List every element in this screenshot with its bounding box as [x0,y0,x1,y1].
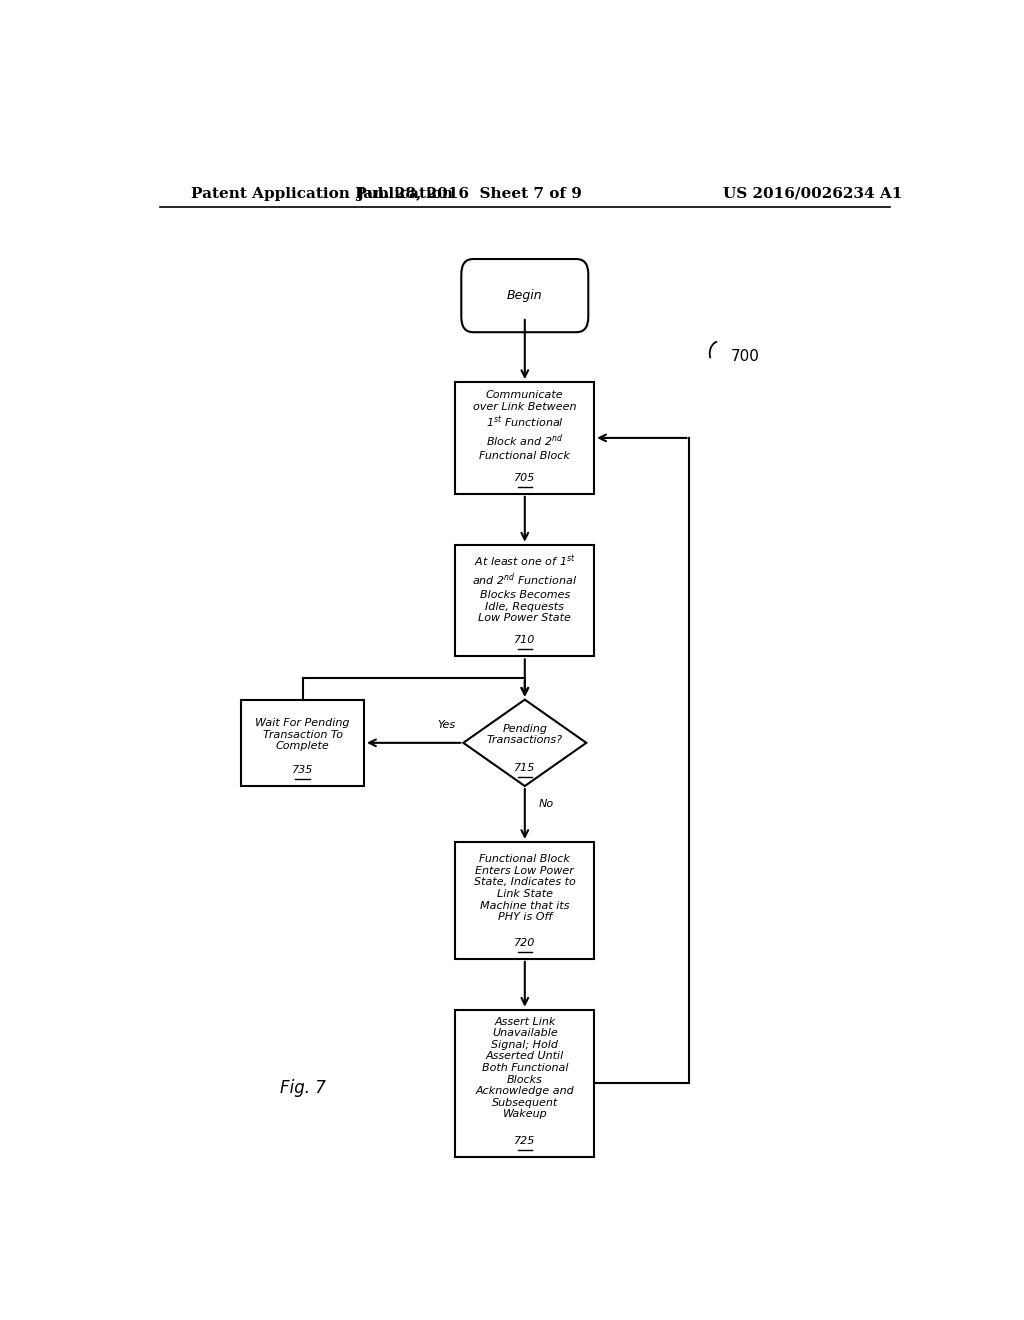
Text: Pending
Transactions?: Pending Transactions? [486,723,563,746]
Text: Assert Link
Unavailable
Signal; Hold
Asserted Until
Both Functional
Blocks
Ackno: Assert Link Unavailable Signal; Hold Ass… [475,1016,574,1119]
Text: Begin: Begin [507,289,543,302]
Text: 735: 735 [292,764,313,775]
Text: Patent Application Publication: Patent Application Publication [191,187,454,201]
Bar [241,700,365,785]
Text: US 2016/0026234 A1: US 2016/0026234 A1 [723,187,902,201]
Bar [456,1010,594,1158]
Text: Fig. 7: Fig. 7 [280,1080,326,1097]
Text: Functional Block
Enters Low Power
State, Indicates to
Link State
Machine that it: Functional Block Enters Low Power State,… [474,854,575,923]
Text: 720: 720 [514,937,536,948]
Bar [456,545,594,656]
Polygon shape [463,700,587,785]
Text: Jan. 28, 2016  Sheet 7 of 9: Jan. 28, 2016 Sheet 7 of 9 [356,187,583,201]
FancyBboxPatch shape [461,259,588,333]
Text: 710: 710 [514,635,536,645]
Text: 700: 700 [731,348,760,364]
Text: 705: 705 [514,473,536,483]
Text: 715: 715 [514,763,536,772]
Bar [456,842,594,958]
Text: 725: 725 [514,1135,536,1146]
Text: Yes: Yes [437,719,456,730]
Text: No: No [539,800,554,809]
Text: Communicate
over Link Between
1$^{st}$ Functional
Block and 2$^{nd}$
Functional : Communicate over Link Between 1$^{st}$ F… [473,391,577,461]
Text: At least one of 1$^{st}$
and 2$^{nd}$ Functional
Blocks Becomes
Idle, Requests
L: At least one of 1$^{st}$ and 2$^{nd}$ Fu… [472,553,578,623]
Text: Wait For Pending
Transaction To
Complete: Wait For Pending Transaction To Complete [255,718,350,751]
Bar [456,381,594,494]
